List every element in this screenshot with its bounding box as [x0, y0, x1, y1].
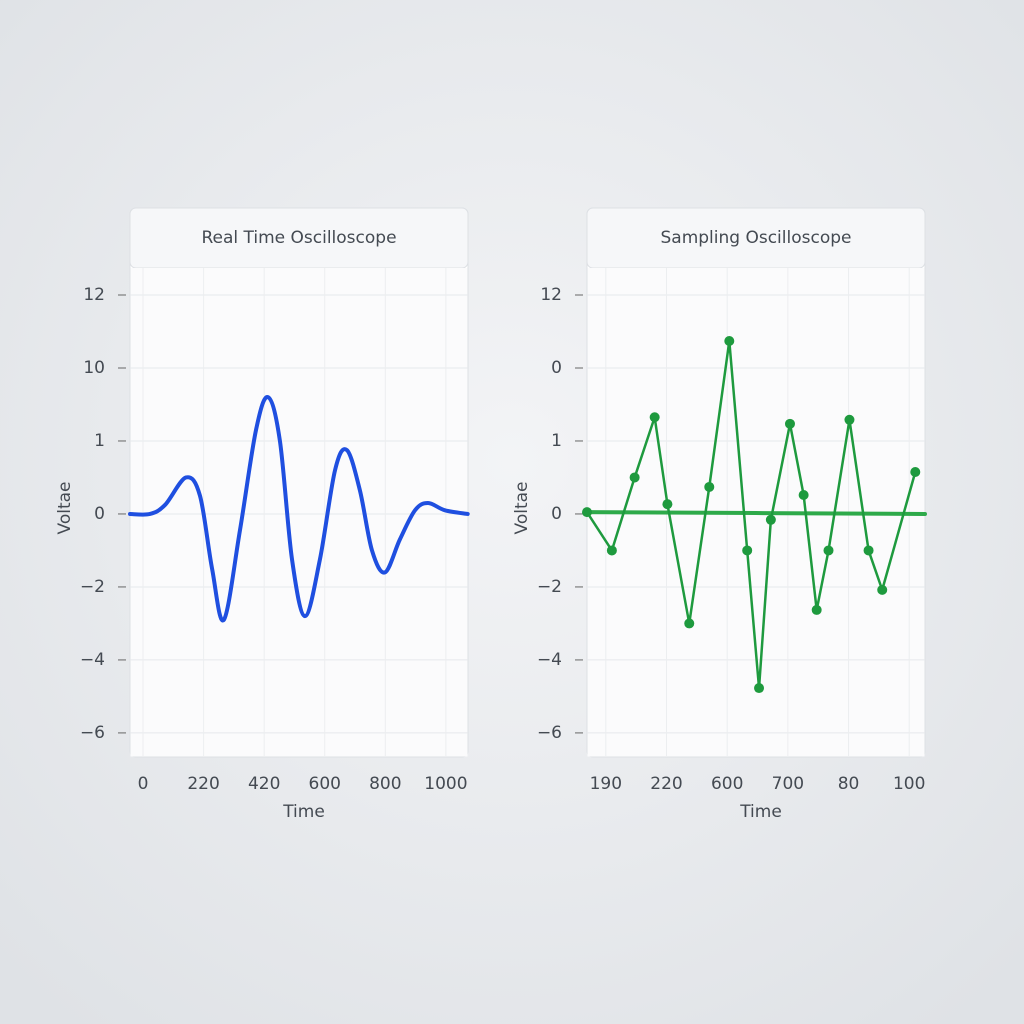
- y-tick-label: 0: [551, 358, 562, 378]
- sample-point: [877, 584, 888, 595]
- plot-area: [130, 268, 468, 757]
- x-tick-label: 600: [309, 774, 341, 794]
- sample-point: [582, 507, 592, 518]
- sample-point: [724, 335, 735, 346]
- y-tick-label: 12: [540, 285, 562, 305]
- y-tick-label: −2: [80, 577, 105, 597]
- x-tick-label: 420: [248, 774, 280, 794]
- series-line: [128, 395, 470, 623]
- sample-point: [606, 545, 617, 556]
- x-tick-label: 700: [772, 774, 804, 794]
- chart-title: Real Time Oscilloscope: [201, 228, 396, 248]
- sample-point: [811, 604, 822, 615]
- sample-point: [684, 618, 695, 629]
- y-tick-label: 12: [83, 285, 105, 305]
- sample-point: [823, 545, 834, 556]
- sample-point: [662, 499, 673, 510]
- y-tick-label: −6: [537, 723, 562, 743]
- x-axis-label: Time: [282, 802, 325, 822]
- chart-title: Sampling Oscilloscope: [661, 228, 852, 248]
- x-tick-label: 190: [590, 774, 622, 794]
- sample-point: [629, 472, 640, 483]
- y-tick-label: 0: [94, 504, 105, 524]
- y-tick-label: 0: [551, 504, 562, 524]
- sample-point: [844, 414, 855, 425]
- x-tick-label: 80: [838, 774, 860, 794]
- sample-point: [754, 683, 765, 694]
- x-tick-label: 0: [138, 774, 149, 794]
- x-tick-label: 220: [650, 774, 682, 794]
- sample-point: [863, 545, 874, 556]
- x-tick-label: 100: [893, 774, 925, 794]
- y-axis-label: Voltae: [512, 482, 532, 535]
- y-axis-label: Voltae: [55, 482, 75, 535]
- y-tick-label: 1: [94, 431, 105, 451]
- sample-point: [765, 514, 776, 525]
- x-tick-label: 1000: [424, 774, 467, 794]
- sample-point: [742, 545, 753, 556]
- y-tick-label: −4: [537, 650, 562, 670]
- sample-point: [798, 489, 809, 500]
- y-tick-label: −2: [537, 577, 562, 597]
- y-tick-label: −6: [80, 723, 105, 743]
- series-line: [585, 510, 927, 516]
- x-tick-label: 600: [711, 774, 743, 794]
- x-axis-label: Time: [739, 802, 782, 822]
- sample-point: [649, 412, 660, 423]
- y-tick-label: −4: [80, 650, 105, 670]
- y-tick-label: 10: [83, 358, 105, 378]
- x-tick-label: 800: [369, 774, 401, 794]
- y-tick-label: 1: [551, 431, 562, 451]
- sample-point: [704, 481, 715, 492]
- sample-point: [784, 418, 795, 429]
- x-tick-label: 220: [187, 774, 219, 794]
- sample-point: [910, 466, 921, 477]
